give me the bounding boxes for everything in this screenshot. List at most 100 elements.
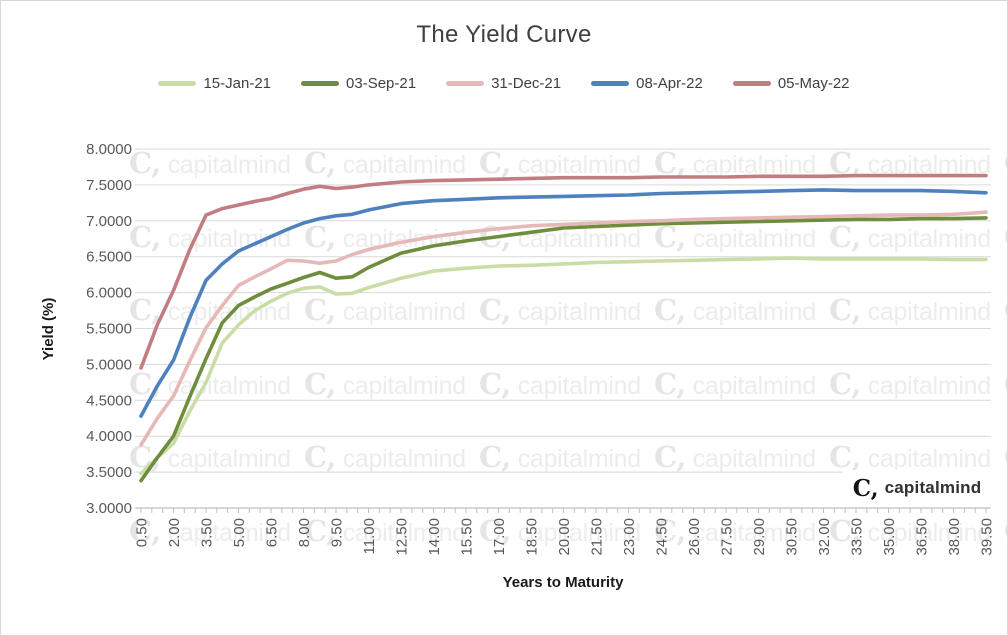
watermark-text: C, capitalmind	[1004, 443, 1007, 472]
legend-item-15-jan-21: 15-Jan-21	[158, 75, 271, 92]
watermark-row: C, capitalmind C, capitalmind C, capitalmi…	[129, 293, 1007, 327]
legend-label: 05-May-22	[777, 75, 850, 92]
x-tick-label: 33.50	[849, 518, 866, 556]
x-tick-label: 27.50	[719, 518, 736, 556]
watermark-row: C, capitalmind C, capitalmind C, capitalmi…	[129, 513, 1007, 548]
capitalmind-logo-text: capitalmind	[884, 478, 982, 497]
y-tick-label: 5.0000	[86, 356, 132, 373]
x-axis-title: Years to Maturity	[503, 574, 625, 591]
series-line-15-jan-21	[139, 256, 988, 476]
series-line-08-apr-22	[139, 188, 988, 418]
legend-item-08-apr-22: 08-Apr-22	[591, 75, 703, 92]
x-tick-label: 26.00	[686, 518, 703, 556]
capitalmind-logo: C, capitalmind	[843, 470, 991, 506]
chart-legend: 15-Jan-21 03-Sep-21 31-Dec-21 08-Apr-22 05-M…	[1, 75, 1007, 92]
watermark-text: C, capitalmind	[129, 440, 291, 474]
series-line-03-sep-21	[139, 216, 988, 483]
watermark-text: C, capitalmind	[654, 219, 816, 254]
y-axis-title: Yield (%)	[40, 298, 57, 361]
legend-item-05-may-22: 05-May-22	[732, 75, 850, 92]
watermark-text: C, capitalmind	[1004, 369, 1007, 399]
watermark-text: C, capitalmind	[1004, 296, 1007, 325]
legend-label: 15-Jan-21	[203, 75, 272, 92]
x-tick-label: 3.50	[199, 518, 216, 547]
watermark-text: C, capitalmind	[829, 513, 991, 548]
watermark-text: C, capitalmind	[1004, 516, 1007, 546]
x-tick-label: 32.00	[816, 518, 833, 556]
y-tick-label: 5.5000	[86, 321, 132, 338]
x-tick-label: 0.50	[134, 518, 151, 547]
x-tick-label: 6.50	[264, 518, 281, 547]
series-line-05-may-22	[139, 173, 988, 370]
x-tick-label: 17.00	[491, 518, 508, 556]
legend-item-03-sep-21: 03-Sep-21	[301, 75, 416, 92]
watermark-text: C, capitalmind	[304, 219, 466, 254]
watermark-text: C, capitalmind	[129, 513, 291, 548]
watermark-text: C, capitalmind	[654, 146, 816, 180]
legend-swatch-icon	[732, 81, 771, 86]
legend-label: 31-Dec-21	[491, 75, 562, 92]
x-tick-label: 8.00	[296, 518, 313, 547]
legend-swatch-icon	[158, 81, 197, 86]
watermark-text: C, capitalmind	[479, 513, 641, 548]
x-tick-label: 21.50	[589, 518, 606, 556]
watermark-row: C, capitalmind C, capitalmind C, capitalmi…	[129, 146, 1007, 180]
x-tick-label: 39.50	[979, 518, 996, 556]
watermark-text: C, capitalmind	[479, 366, 641, 401]
watermark-text: C, capitalmind	[1004, 222, 1007, 252]
x-tick-label: 30.50	[784, 518, 801, 556]
x-tick-label: 29.00	[751, 518, 768, 556]
watermark-text: C, capitalmind	[479, 293, 641, 327]
legend-label: 08-Apr-22	[636, 75, 703, 92]
watermark-text: C, capitalmind	[304, 440, 466, 474]
watermark-text: C, capitalmind	[129, 366, 291, 401]
watermark-text: C, capitalmind	[129, 293, 291, 327]
x-tick-label: 11.00	[361, 518, 378, 554]
y-tick-label: 6.5000	[86, 249, 132, 266]
watermark-text: C, capitalmind	[654, 366, 816, 401]
x-tick-label: 9.50	[329, 518, 346, 547]
x-tick-label: 35.00	[881, 518, 898, 556]
watermark-text: C, capitalmind	[304, 146, 466, 180]
watermark-text: C, capitalmind	[829, 440, 991, 474]
y-tick-label: 8.0000	[86, 141, 132, 158]
x-tick-label: 36.50	[914, 518, 931, 556]
y-tick-label: 3.0000	[86, 500, 132, 517]
watermark-text: C, capitalmind	[1004, 149, 1007, 178]
watermark-layer: C, capitalmind C, capitalmind C, capitalmi…	[119, 141, 1007, 549]
watermark-row: C, capitalmind C, capitalmind C, capitalmi…	[129, 440, 1007, 474]
watermark-text: C, capitalmind	[129, 219, 291, 254]
x-tick-label: 23.00	[621, 518, 638, 556]
watermark-row: C, capitalmind C, capitalmind C, capitalmi…	[129, 366, 1007, 401]
watermark-text: C, capitalmind	[654, 440, 816, 474]
x-tick-label: 5.00	[231, 518, 248, 547]
capitalmind-logo-icon: C,	[852, 474, 879, 502]
legend-item-31-dec-21: 31-Dec-21	[446, 75, 561, 92]
watermark-text: C, capitalmind	[654, 513, 816, 548]
legend-swatch-icon	[301, 81, 340, 86]
x-tick-label: 12.50	[394, 518, 411, 556]
x-tick-label: 15.50	[459, 518, 476, 556]
y-tick-label: 7.0000	[86, 213, 132, 230]
y-tick-label: 7.5000	[86, 177, 132, 194]
series-line-31-dec-21	[139, 210, 988, 447]
x-tick-label: 24.50	[654, 518, 671, 556]
legend-swatch-icon	[446, 81, 485, 86]
legend-label: 03-Sep-21	[346, 75, 417, 92]
watermark-text: C, capitalmind	[829, 219, 991, 254]
watermark-text: C, capitalmind	[654, 293, 816, 327]
watermark-text: C, capitalmind	[829, 293, 991, 327]
x-tick-label: 18.50	[524, 518, 541, 556]
watermark-text: C, capitalmind	[304, 513, 466, 548]
y-tick-label: 4.5000	[86, 392, 132, 409]
watermark-text: C, capitalmind	[829, 146, 991, 180]
watermark-text: C, capitalmind	[304, 293, 466, 327]
x-tick-label: 14.00	[426, 518, 443, 556]
watermark-row: C, capitalmind C, capitalmind C, capitalmi…	[129, 219, 1007, 254]
watermark-text: C, capitalmind	[829, 366, 991, 401]
x-tick-label: 38.00	[946, 518, 963, 556]
watermark-text: C, capitalmind	[479, 440, 641, 474]
watermark-text: C, capitalmind	[479, 146, 641, 180]
y-tick-label: 4.0000	[86, 428, 132, 445]
